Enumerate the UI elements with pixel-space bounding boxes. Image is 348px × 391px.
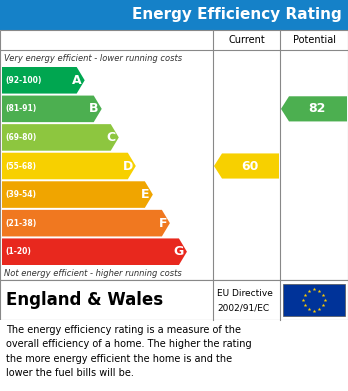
- Polygon shape: [2, 210, 170, 237]
- Text: (21-38): (21-38): [5, 219, 36, 228]
- Text: G: G: [174, 245, 184, 258]
- Text: EU Directive: EU Directive: [217, 289, 273, 298]
- Text: D: D: [122, 160, 133, 172]
- Text: (81-91): (81-91): [5, 104, 36, 113]
- Text: The energy efficiency rating is a measure of the
overall efficiency of a home. T: The energy efficiency rating is a measur…: [6, 325, 252, 378]
- Polygon shape: [2, 124, 119, 151]
- Text: Not energy efficient - higher running costs: Not energy efficient - higher running co…: [4, 269, 182, 278]
- Text: E: E: [141, 188, 150, 201]
- Polygon shape: [281, 96, 347, 122]
- Polygon shape: [2, 153, 136, 179]
- Text: (69-80): (69-80): [5, 133, 36, 142]
- Text: (1-20): (1-20): [5, 247, 31, 256]
- Text: 60: 60: [241, 160, 258, 172]
- Text: B: B: [89, 102, 99, 115]
- Text: Potential: Potential: [293, 35, 335, 45]
- Text: (55-68): (55-68): [5, 161, 36, 170]
- Text: C: C: [106, 131, 116, 144]
- Text: England & Wales: England & Wales: [6, 291, 163, 309]
- Text: Current: Current: [228, 35, 265, 45]
- Polygon shape: [2, 239, 187, 265]
- Bar: [0, 30, 348, 280]
- Bar: [283, 284, 345, 316]
- Polygon shape: [2, 181, 153, 208]
- Bar: [0, 0, 348, 30]
- Polygon shape: [2, 67, 85, 93]
- Text: (92-100): (92-100): [5, 76, 41, 85]
- Polygon shape: [214, 153, 279, 179]
- Text: Very energy efficient - lower running costs: Very energy efficient - lower running co…: [4, 54, 182, 63]
- Bar: [0, 280, 348, 320]
- Text: 82: 82: [308, 102, 326, 115]
- Text: F: F: [158, 217, 167, 230]
- Text: Energy Efficiency Rating: Energy Efficiency Rating: [132, 7, 342, 23]
- Polygon shape: [2, 95, 102, 122]
- Text: A: A: [72, 74, 82, 87]
- Text: 2002/91/EC: 2002/91/EC: [217, 303, 269, 312]
- Bar: [0, 320, 348, 391]
- Text: (39-54): (39-54): [5, 190, 36, 199]
